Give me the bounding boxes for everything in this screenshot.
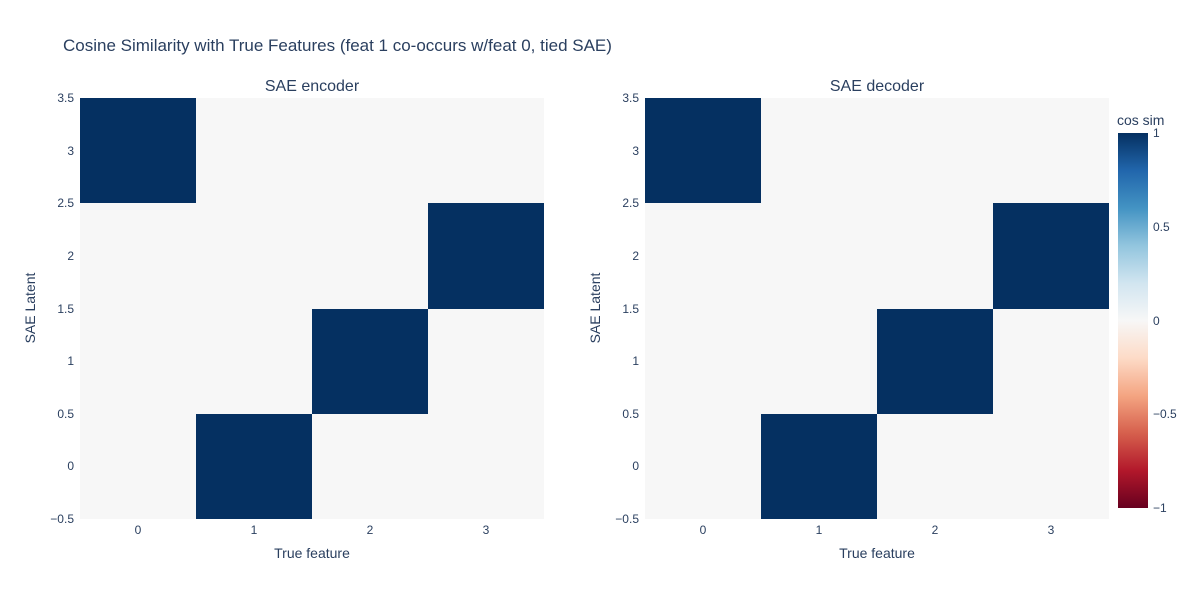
heatmap-cell-x3-y3[interactable] — [428, 98, 544, 204]
y-tick-label: 3 — [67, 143, 74, 158]
y-tick-label: 2.5 — [57, 196, 74, 211]
colorbar-tick-label: −1 — [1153, 501, 1167, 515]
x-axis-title-decoder: True feature — [839, 545, 915, 561]
y-tick-label: 1 — [67, 354, 74, 369]
x-tick-label: 3 — [482, 523, 490, 537]
heatmap-cell-x3-y2[interactable] — [993, 203, 1109, 309]
y-tick-label: 1 — [632, 354, 639, 369]
heatmap-cell-x3-y2[interactable] — [428, 203, 544, 309]
x-tick-label: 0 — [134, 523, 142, 537]
heatmap-cell-x0-y3[interactable] — [645, 98, 761, 204]
heatmap-cell-x1-y2[interactable] — [196, 203, 312, 309]
heatmap-cell-x2-y3[interactable] — [312, 98, 428, 204]
heatmap-cell-x3-y3[interactable] — [993, 98, 1109, 204]
heatmap-cell-x0-y1[interactable] — [645, 308, 761, 414]
x-axis-title-encoder: True feature — [274, 545, 350, 561]
y-tick-label: 2.5 — [622, 196, 639, 211]
heatmap-cell-x2-y1[interactable] — [877, 308, 993, 414]
heatmap-cell-x0-y1[interactable] — [80, 308, 196, 414]
colorbar-tick-label: 0.5 — [1153, 219, 1170, 234]
heatmap-cell-x1-y1[interactable] — [196, 308, 312, 414]
y-tick-label: 3.5 — [622, 91, 639, 105]
y-tick-label: 3.5 — [57, 91, 74, 105]
heatmap-cell-x2-y2[interactable] — [312, 203, 428, 309]
heatmap-cell-x0-y0[interactable] — [645, 413, 761, 519]
heatmap-cell-x2-y1[interactable] — [312, 308, 428, 414]
heatmap-cell-x0-y2[interactable] — [80, 203, 196, 309]
x-tick-label: 1 — [250, 523, 258, 537]
heatmap-cell-x1-y2[interactable] — [761, 203, 877, 309]
y-tick-label: 2 — [632, 248, 639, 263]
figure-title: Cosine Similarity with True Features (fe… — [63, 36, 612, 55]
heatmap-cell-x3-y1[interactable] — [993, 308, 1109, 414]
subplot-title-sae-decoder: SAE decoder — [829, 78, 925, 95]
heatmap-cell-x0-y2[interactable] — [645, 203, 761, 309]
y-axis-title-encoder: SAE Latent — [22, 272, 38, 344]
colorbar-title: cos sim — [1117, 112, 1165, 128]
heatmap-cell-x3-y1[interactable] — [428, 308, 544, 414]
colorbar-tick-label: 1 — [1153, 126, 1160, 140]
colorbar-tick-label: −0.5 — [1153, 407, 1177, 422]
x-tick-label: 2 — [366, 523, 374, 537]
y-tick-label: −0.5 — [615, 512, 639, 526]
subplot-title-sae-encoder: SAE encoder — [264, 78, 360, 95]
heatmap-cell-x1-y0[interactable] — [761, 413, 877, 519]
colorbar-gradient — [1118, 133, 1148, 508]
y-tick-label: 2 — [67, 248, 74, 263]
heatmap-cell-x0-y3[interactable] — [80, 98, 196, 204]
heatmap-cell-x2-y3[interactable] — [877, 98, 993, 204]
heatmap-cell-x2-y0[interactable] — [312, 413, 428, 519]
y-tick-label: 1.5 — [57, 301, 74, 316]
heatmap-cell-x1-y0[interactable] — [196, 413, 312, 519]
heatmap-cell-x1-y1[interactable] — [761, 308, 877, 414]
y-tick-label: −0.5 — [50, 512, 74, 526]
x-tick-label: 2 — [931, 523, 939, 537]
heatmap-cell-x3-y0[interactable] — [993, 413, 1109, 519]
y-tick-label: 0.5 — [57, 406, 74, 421]
heatmap-cell-x1-y3[interactable] — [761, 98, 877, 204]
y-tick-label: 3 — [632, 143, 639, 158]
x-tick-label: 1 — [815, 523, 823, 537]
x-tick-label: 3 — [1047, 523, 1055, 537]
heatmap-cell-x0-y0[interactable] — [80, 413, 196, 519]
heatmap-plot-area-encoder[interactable] — [80, 98, 544, 519]
heatmap-cell-x3-y0[interactable] — [428, 413, 544, 519]
x-tick-label: 0 — [699, 523, 707, 537]
y-tick-label: 0 — [67, 459, 74, 474]
y-axis-title-decoder: SAE Latent — [587, 272, 603, 344]
y-tick-label: 1.5 — [622, 301, 639, 316]
heatmap-cell-x2-y0[interactable] — [877, 413, 993, 519]
heatmap-plot-area-decoder[interactable] — [645, 98, 1109, 519]
y-tick-label: 0 — [632, 459, 639, 474]
colorbar-tick-label: 0 — [1153, 313, 1160, 328]
heatmap-cell-x1-y3[interactable] — [196, 98, 312, 204]
y-tick-label: 0.5 — [622, 406, 639, 421]
heatmap-cell-x2-y2[interactable] — [877, 203, 993, 309]
